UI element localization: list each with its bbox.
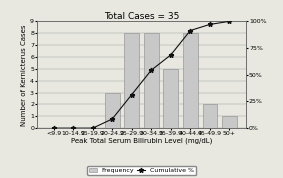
Bar	[183, 33, 198, 128]
Bar	[144, 33, 158, 128]
Y-axis label: Number of Kernicterus Cases: Number of Kernicterus Cases	[21, 24, 27, 125]
X-axis label: Peak Total Serum Bilirubin Level (mg/dL): Peak Total Serum Bilirubin Level (mg/dL)	[71, 137, 212, 144]
Bar	[203, 104, 217, 128]
Bar	[125, 33, 139, 128]
Bar	[105, 93, 119, 128]
Bar	[164, 69, 178, 128]
Bar	[222, 116, 237, 128]
Legend: Frequency, Cumulative %: Frequency, Cumulative %	[87, 166, 196, 175]
Title: Total Cases = 35: Total Cases = 35	[104, 12, 179, 21]
